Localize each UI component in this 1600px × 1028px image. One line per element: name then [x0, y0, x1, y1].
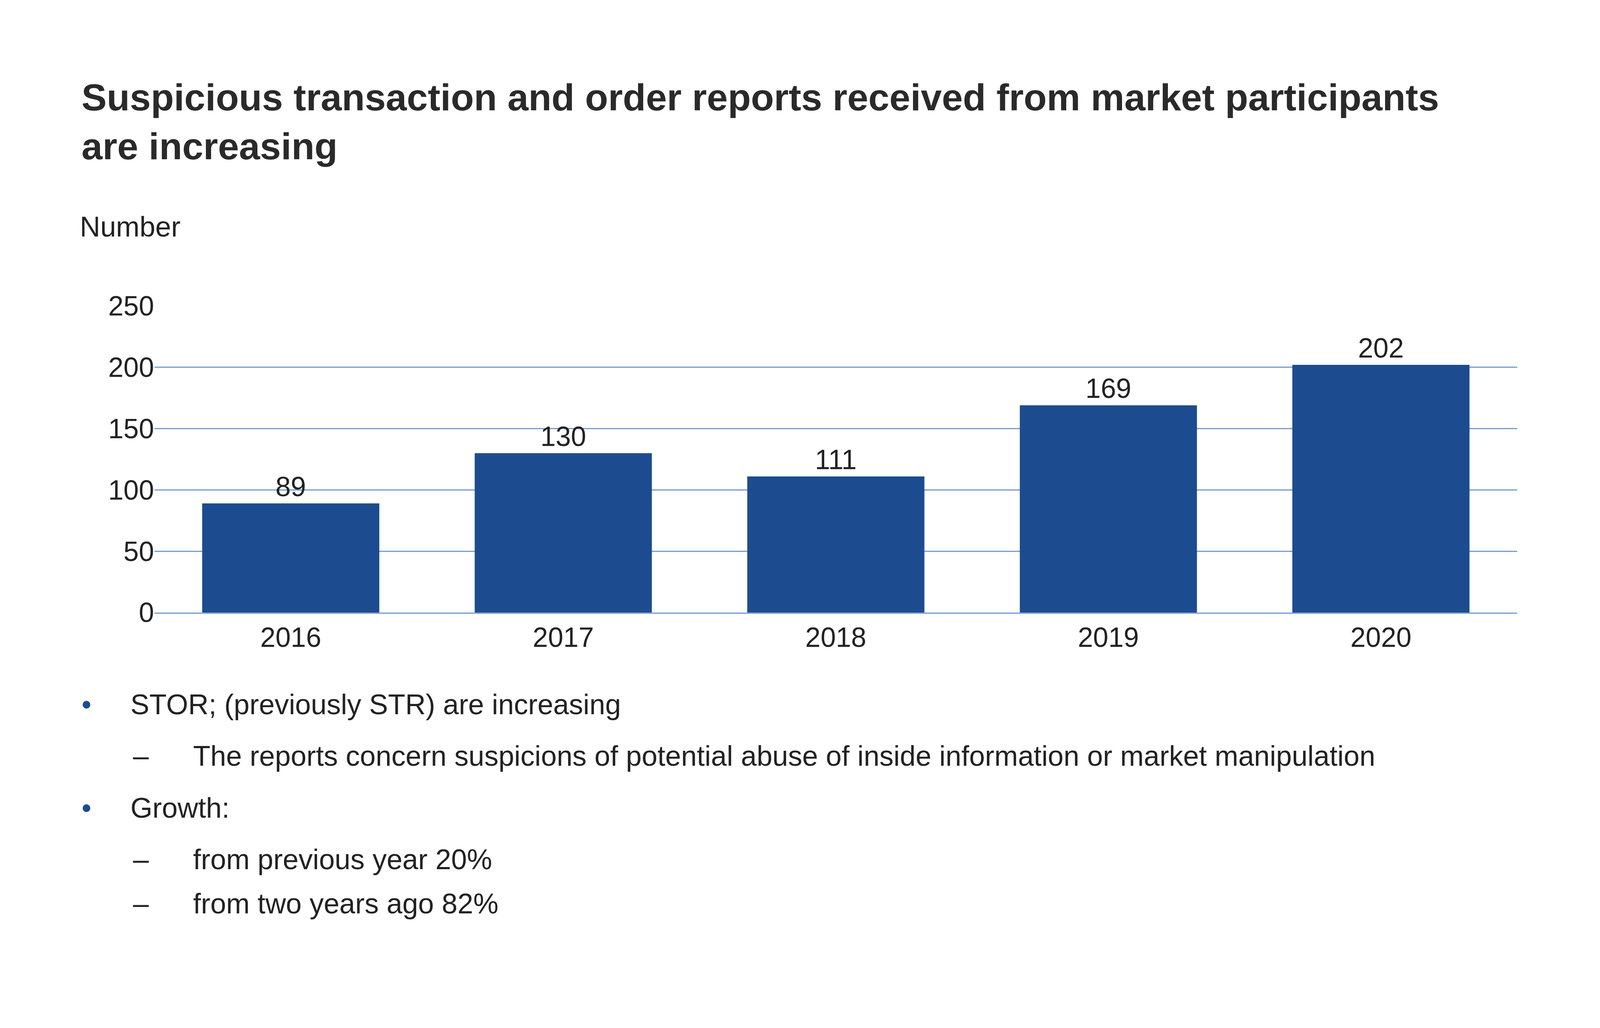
html-text:from previous year 20%: from previous year 20%	[193, 843, 493, 875]
html-text:Suspicious transaction and ord: Suspicious transaction and order reports…	[81, 75, 1440, 168]
svg-text:2017: 2017	[532, 621, 594, 653]
svg-text:0: 0	[138, 596, 155, 628]
svg-text:150: 150	[108, 413, 155, 445]
html-text:The reports concern suspicions: The reports concern suspicions of potent…	[193, 739, 1376, 772]
svg-text:169: 169	[1085, 372, 1132, 404]
svg-text:130: 130	[540, 420, 587, 452]
svg-text:2018: 2018	[805, 621, 867, 653]
svg-text:200: 200	[108, 351, 155, 383]
svg-text:100: 100	[108, 474, 155, 506]
svg-text:111: 111	[814, 444, 857, 475]
svg-text:50: 50	[123, 535, 155, 567]
html-text:Number: Number	[79, 210, 181, 243]
svg-text:2020: 2020	[1350, 621, 1412, 653]
html-text:STOR; (previously STR) are inc: STOR; (previously STR) are increasing	[130, 688, 621, 720]
html-text:Growth:: Growth:	[130, 791, 230, 824]
svg-text:250: 250	[108, 290, 155, 322]
svg-text:202: 202	[1358, 332, 1404, 364]
svg-text:2019: 2019	[1077, 621, 1139, 653]
svg-text:89: 89	[275, 471, 306, 503]
html-text:from two years ago 82%: from two years ago 82%	[193, 887, 499, 919]
svg-text:2016: 2016	[260, 621, 321, 653]
